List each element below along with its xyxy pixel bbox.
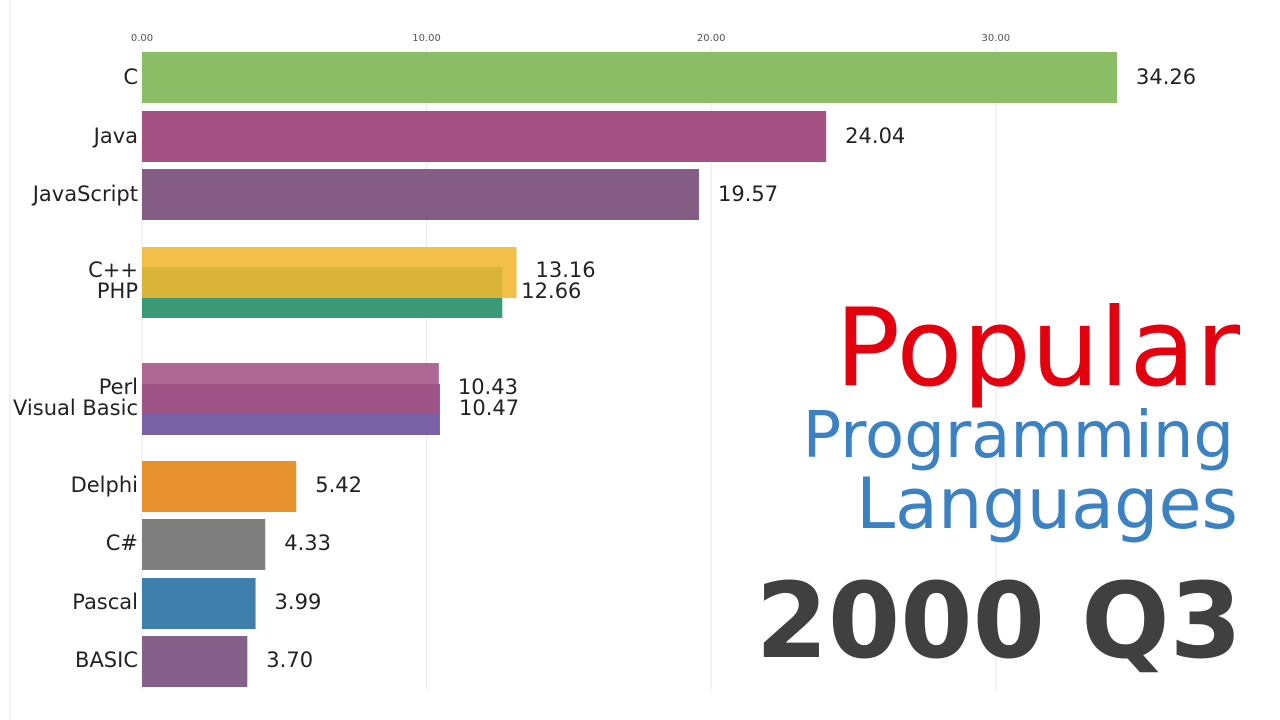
- title-languages: Languages: [856, 463, 1238, 545]
- category-label: C: [123, 65, 138, 89]
- value-label: 5.42: [315, 473, 362, 497]
- x-tick-label: 0.00: [131, 33, 153, 44]
- bar: [142, 169, 699, 220]
- value-label: 12.66: [521, 279, 581, 303]
- value-label: 3.70: [266, 648, 313, 672]
- x-tick-label: 10.00: [412, 33, 441, 44]
- x-tick-label: 20.00: [697, 33, 726, 44]
- bar: [142, 519, 266, 570]
- value-label: 24.04: [845, 124, 905, 148]
- category-label: C#: [106, 531, 138, 555]
- bar: [142, 578, 256, 629]
- category-label: Visual Basic: [13, 396, 138, 420]
- category-label: Delphi: [71, 473, 138, 497]
- category-label: Java: [92, 124, 138, 148]
- value-label: 10.43: [458, 375, 518, 399]
- period-label: 2000 Q3: [755, 560, 1242, 682]
- title-popular: Popular: [835, 286, 1240, 411]
- category-label: BASIC: [75, 648, 138, 672]
- value-label: 34.26: [1136, 65, 1196, 89]
- bar: [142, 636, 248, 687]
- bar: [142, 363, 439, 414]
- bar: [142, 247, 517, 298]
- value-label: 4.33: [284, 531, 331, 555]
- category-label: PHP: [97, 279, 138, 303]
- category-label: JavaScript: [31, 182, 138, 206]
- value-label: 13.16: [536, 258, 596, 282]
- value-label: 19.57: [718, 182, 778, 206]
- bar: [142, 52, 1118, 103]
- value-label: 3.99: [275, 590, 322, 614]
- title-programming: Programming: [802, 399, 1234, 473]
- category-label: Pascal: [72, 590, 138, 614]
- category-label: Perl: [99, 375, 138, 399]
- x-tick-label: 30.00: [981, 33, 1010, 44]
- value-label: 10.47: [459, 396, 519, 420]
- category-label: C++: [88, 258, 138, 282]
- bar: [142, 111, 827, 162]
- bar: [142, 461, 297, 512]
